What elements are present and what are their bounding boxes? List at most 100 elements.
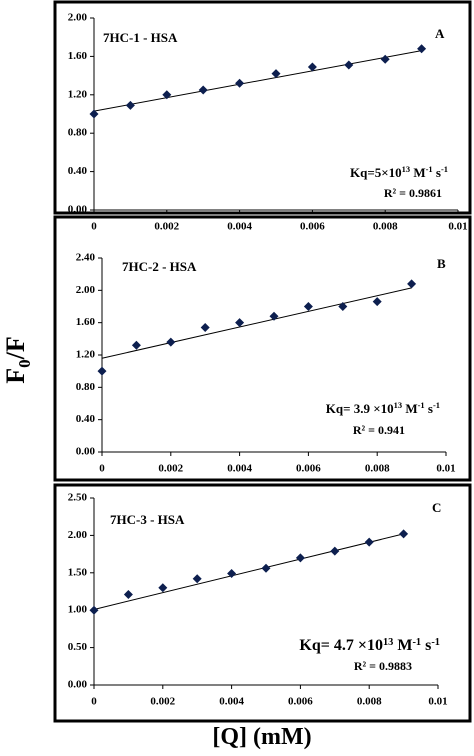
- y-tick-label: 2.00: [68, 529, 88, 541]
- panel-letter: B: [437, 256, 446, 271]
- x-tick-label: 0.004: [227, 221, 252, 233]
- y-tick-label: 2.00: [68, 12, 88, 24]
- series-label: 7HC-2 - HSA: [122, 259, 197, 274]
- x-axis-label: [Q] (mM): [212, 724, 311, 750]
- marker: [295, 553, 305, 563]
- annotation-sup: -1: [412, 637, 421, 648]
- trendline: [93, 50, 422, 112]
- x-tick-label: 0.006: [288, 696, 313, 708]
- marker: [261, 563, 271, 573]
- panel-letter: C: [432, 500, 441, 515]
- y-tick-label: 1.20: [68, 88, 88, 100]
- x-tick-label: 0.008: [365, 463, 390, 475]
- x-tick-label: 0.01: [428, 696, 447, 708]
- x-tick-label: 0.004: [227, 463, 252, 475]
- annotation-part: s: [421, 637, 431, 654]
- kq-annotation: Kq=5×1013 M-1 s-1: [350, 164, 448, 180]
- x-tick-label: 0.004: [219, 696, 244, 708]
- x-tick-label: 0.006: [296, 463, 321, 475]
- x-tick-label: 0.01: [448, 221, 467, 233]
- y-tick-label: 0.40: [76, 413, 96, 425]
- y-tick-label: 2.50: [68, 492, 88, 504]
- y-tick-label: 0.80: [76, 381, 96, 393]
- y-label-part: /F: [1, 336, 30, 360]
- y-label-part: F: [1, 368, 30, 384]
- annotation-part: M: [393, 637, 412, 654]
- kq-annotation: Kq= 3.9 ×1013 M-1 s-1: [326, 400, 440, 416]
- annotation-part: Kq=5×10: [350, 165, 402, 180]
- marker: [344, 60, 354, 70]
- marker: [198, 85, 208, 95]
- y-tick-label: 1.60: [68, 50, 88, 62]
- panel-frame: [53, 215, 472, 482]
- marker: [380, 54, 390, 64]
- marker: [200, 323, 210, 333]
- y-tick-label: 0.50: [68, 641, 88, 653]
- marker: [123, 589, 133, 599]
- marker: [227, 569, 237, 579]
- x-tick-label: 0.002: [154, 221, 179, 233]
- annotation-sup: -1: [441, 164, 448, 174]
- marker: [166, 337, 176, 347]
- marker: [158, 583, 168, 593]
- y-tick-label: 2.00: [76, 284, 96, 296]
- marker: [192, 574, 202, 584]
- r-squared: R² = 0.941: [353, 423, 405, 437]
- marker: [372, 297, 382, 307]
- marker: [235, 78, 245, 88]
- annotation-sup: 13: [383, 637, 393, 648]
- annotation-sup: 13: [394, 400, 402, 410]
- panel-letter: A: [435, 26, 445, 41]
- panel-frame: [53, 483, 472, 723]
- x-tick-label: 0.002: [158, 463, 183, 475]
- x-tick-label: 0.008: [357, 696, 382, 708]
- y-axis-label: F0/F: [1, 336, 34, 384]
- annotation-part: Kq= 4.7 ×10: [299, 637, 383, 654]
- x-tick-label: 0.008: [373, 221, 398, 233]
- marker: [330, 546, 340, 556]
- y-tick-label: 1.50: [68, 566, 88, 578]
- marker: [89, 109, 99, 119]
- annotation-part: s: [425, 401, 433, 416]
- annotation-part: M: [402, 401, 418, 416]
- series-label: 7HC-3 - HSA: [110, 512, 185, 527]
- marker: [407, 279, 417, 289]
- trendline: [101, 287, 412, 359]
- annotation-sup: 13: [402, 164, 410, 174]
- x-tick-label: 0: [99, 463, 105, 475]
- y-tick-label: 1.20: [76, 349, 96, 361]
- y-tick-label: 2.40: [76, 252, 96, 264]
- y-tick-label: 0.80: [68, 127, 88, 139]
- x-tick-label: 0: [91, 221, 97, 233]
- x-tick-label: 0.01: [436, 463, 455, 475]
- x-tick-label: 0.002: [150, 696, 175, 708]
- marker: [89, 605, 99, 615]
- marker: [303, 302, 313, 311]
- annotation-part: Kq= 3.9 ×10: [326, 401, 394, 416]
- x-tick-label: 0.006: [300, 221, 325, 233]
- y-label-sub: 0: [15, 359, 34, 368]
- marker: [235, 318, 245, 328]
- marker: [131, 340, 141, 350]
- x-tick-label: 0: [91, 696, 97, 708]
- marker: [271, 69, 281, 79]
- r-squared: R² = 0.9861: [384, 186, 442, 200]
- marker: [399, 529, 409, 539]
- annotation-part: M: [410, 165, 426, 180]
- series-label: 7HC-1 - HSA: [103, 30, 178, 45]
- marker: [269, 311, 279, 321]
- marker: [417, 44, 427, 54]
- y-tick-label: 1.60: [76, 316, 96, 328]
- y-tick-label: 0.40: [68, 165, 88, 177]
- y-tick-label: 0.00: [68, 204, 88, 216]
- y-tick-label: 0.00: [76, 446, 96, 458]
- panel-frame: [53, 0, 472, 215]
- annotation-sup: -1: [426, 164, 433, 174]
- marker: [338, 302, 348, 311]
- marker: [125, 100, 135, 110]
- marker: [364, 537, 374, 547]
- annotation-sup: -1: [433, 400, 440, 410]
- kq-annotation: Kq= 4.7 ×1013 M-1 s-1: [299, 637, 440, 654]
